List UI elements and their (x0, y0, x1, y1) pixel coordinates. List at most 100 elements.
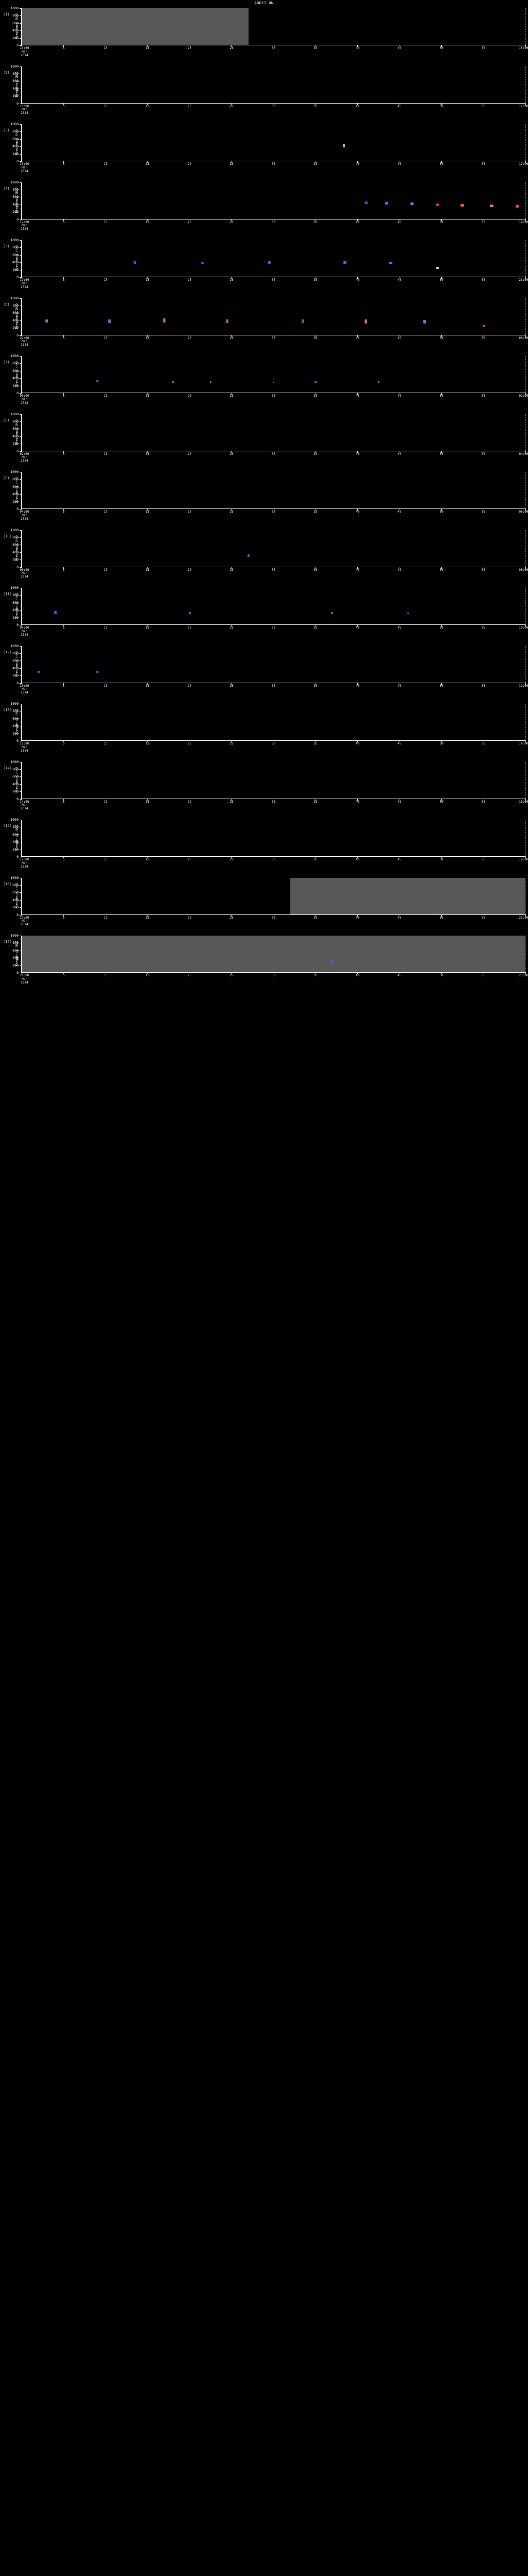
panel-plot-area (22, 472, 525, 509)
x-tick (525, 393, 526, 395)
x-tick-label: 21:00 (519, 278, 528, 282)
x-tick-label: 15 (145, 278, 150, 282)
y-tick-label: 1000 (10, 586, 19, 590)
y-tick (20, 479, 22, 480)
y-tick-label: 0 (16, 43, 19, 47)
x-tick (147, 277, 148, 279)
x-tick-label: 35 (314, 858, 318, 861)
detection-mark (423, 320, 426, 324)
x-tick-label: 40 (355, 916, 359, 920)
x-tick (525, 972, 526, 974)
y-tick-label: 400 (12, 318, 19, 323)
panel-axes: 0 200 400 600 800 1000 19:00 Mar 2024 5 10 15 20 25 30… (10, 876, 528, 927)
spectrogram-panel: (12) Frequency (Hz) 0 200 400 600 800 1000 10:00… (0, 643, 528, 695)
y-tick (20, 660, 22, 662)
y-tick-label: 200 (12, 789, 19, 794)
detection-mark (163, 318, 166, 323)
x-tick-label: 20 (188, 46, 192, 50)
y-tick-minor (21, 84, 22, 86)
detection-mark (343, 144, 345, 147)
x-tick-label: 50 (439, 916, 443, 920)
x-tick (525, 798, 526, 801)
y-tick-label: 200 (12, 847, 19, 852)
y-tick-label: 800 (12, 941, 19, 945)
y-tick-minor (21, 838, 22, 839)
x-tick-label: 30 (271, 336, 276, 340)
x-tick-label: 35 (314, 974, 318, 977)
x-tick-label: 50 (439, 278, 443, 282)
y-tick (20, 139, 22, 140)
x-tick-label: 10 (104, 510, 108, 514)
x-tick-label: 40 (355, 46, 359, 50)
x-tick (357, 161, 358, 163)
y-tick-label: 800 (12, 477, 19, 482)
x-tick-label: 50 (439, 684, 443, 688)
panel-axes: 0 200 400 600 800 1000 04:00 Mar 2024 5 10 15 20 25 30… (10, 470, 528, 521)
x-tick-label: 15 (145, 162, 150, 166)
y-tick-minor (21, 896, 22, 897)
y-tick-label: 0 (16, 623, 19, 627)
x-tick-label: 30 (271, 162, 276, 166)
y-tick (20, 393, 22, 394)
y-tick-label: 400 (12, 666, 19, 670)
panel-axes: 0 200 400 600 800 1000 06:00 Mar 2024 5 10 15 20 25 30… (10, 528, 528, 579)
x-tick-label: 50 (439, 568, 443, 572)
x-tick-label: 30 (271, 916, 276, 920)
x-tick-label: 45 (398, 46, 402, 50)
x-tick-label: 5 (62, 568, 65, 572)
x-tick (525, 566, 526, 569)
panel-axes: 0 200 400 600 800 1000 19:00 Mar 2024 5 10 15 20 25 30… (10, 238, 528, 289)
x-tick-label: 23:00 (519, 974, 528, 977)
x-tick-label: 10 (104, 162, 108, 166)
y-tick-label: 800 (12, 245, 19, 250)
x-tick-label: 30 (271, 220, 276, 224)
y-tick-minor (21, 599, 22, 600)
panel-plot-area (22, 124, 525, 161)
x-tick-label: 10 (104, 916, 108, 920)
x-tick-label: 19:00 (519, 858, 528, 861)
x-tick-label: 50 (439, 974, 443, 977)
x-tick-label: 55 (481, 858, 486, 861)
panel-axes: 0 200 400 600 800 1000 15:00 Mar 2024 5 10 15 20 25 30… (10, 122, 528, 173)
x-tick-label: 50 (439, 46, 443, 50)
y-tick-minor (21, 309, 22, 310)
panel-index-label: (8) (3, 418, 10, 422)
detection-mark (45, 319, 48, 323)
x-tick-label: 40 (355, 974, 359, 977)
x-tick-label: 45 (398, 626, 402, 630)
x-tick-label: 40 (355, 684, 359, 688)
panel-axes: 0 200 400 600 800 1000 10:00 Mar 2024 5 10 15 20 25 30… (10, 644, 528, 695)
detection-mark (436, 267, 439, 269)
x-tick-label: 17:00 (519, 104, 528, 108)
y-tick-minor (21, 77, 22, 78)
x-tick-label: 35 (314, 800, 318, 804)
x-tick-label: 10 (104, 568, 108, 572)
y-tick-label: 1000 (10, 238, 19, 242)
y-tick (20, 262, 22, 263)
detection-mark (268, 261, 271, 264)
x-tick-label: 50 (439, 626, 443, 630)
x-tick-label: 21:00 Mar 2024 (20, 974, 29, 985)
x-tick (357, 334, 358, 337)
detection-mark (377, 381, 380, 383)
y-tick (20, 30, 22, 31)
y-tick-minor (21, 845, 22, 846)
panel-plot-area (22, 8, 525, 45)
x-tick-label: 45 (398, 858, 402, 861)
y-tick (20, 45, 22, 46)
x-tick (441, 103, 442, 105)
x-tick-label: 10 (104, 684, 108, 688)
detection-mark (209, 381, 211, 383)
y-tick-label: 0 (16, 333, 19, 337)
y-tick-minor (21, 621, 22, 622)
x-tick-label: 55 (481, 394, 486, 398)
y-tick-label: 600 (12, 774, 19, 779)
x-tick (63, 914, 64, 917)
x-tick (441, 682, 442, 685)
detection-mark (226, 319, 229, 323)
x-tick (147, 334, 148, 337)
x-tick (441, 914, 442, 917)
detection-mark (435, 203, 439, 206)
y-tick-label: 800 (12, 129, 19, 134)
y-tick-label: 1000 (10, 6, 19, 10)
